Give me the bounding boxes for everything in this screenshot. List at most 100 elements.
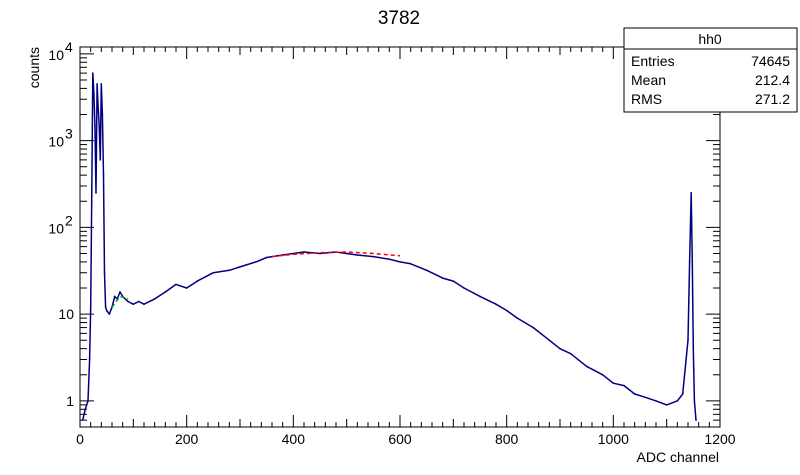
- data-point: [87, 400, 89, 402]
- data-point: [164, 291, 167, 293]
- y-tick-exponent: 3: [65, 126, 73, 142]
- data-point: [105, 309, 108, 312]
- data-point: [505, 309, 508, 312]
- stats-mean-value: 212.4: [755, 72, 790, 88]
- data-point: [612, 382, 615, 384]
- data-point: [303, 251, 305, 253]
- data-point: [113, 295, 116, 298]
- data-point: [623, 384, 625, 387]
- data-point: [100, 83, 103, 85]
- data-point: [137, 300, 140, 303]
- series-layer: [81, 72, 697, 421]
- data-point: [212, 271, 215, 274]
- x-tick-label: 0: [76, 431, 84, 447]
- data-point: [228, 269, 231, 272]
- y-tick-exponent: 4: [65, 39, 73, 55]
- data-point: [409, 263, 412, 265]
- data-point: [665, 404, 668, 406]
- data-point: [319, 252, 321, 255]
- x-tick-label: 800: [495, 431, 519, 447]
- data-point: [185, 287, 188, 289]
- y-tick-label: 10: [58, 306, 74, 322]
- data-point: [687, 339, 689, 342]
- data-point: [633, 393, 636, 395]
- fit-curve: [271, 251, 401, 258]
- data-point: [695, 419, 697, 421]
- y-tick-exponent: 2: [65, 212, 73, 228]
- data-point: [93, 92, 95, 95]
- stats-mean-label: Mean: [631, 72, 666, 88]
- data-point: [99, 159, 102, 161]
- data-point: [97, 105, 99, 107]
- x-tick-label: 600: [388, 431, 412, 447]
- x-tick-label: 400: [282, 431, 306, 447]
- x-tick-label: 1000: [598, 431, 629, 447]
- data-point: [516, 317, 519, 319]
- data-point: [88, 358, 91, 361]
- data-point: [569, 352, 572, 355]
- data-point: [655, 400, 657, 402]
- data-point: [452, 280, 455, 282]
- chart-title: 3782: [378, 8, 420, 29]
- stats-entries-value: 74645: [751, 53, 790, 69]
- y-axis-label: counts: [26, 47, 42, 88]
- data-point: [681, 393, 684, 395]
- data-point: [399, 261, 401, 263]
- data-point: [127, 300, 129, 303]
- data-point: [676, 400, 679, 402]
- data-point: [104, 306, 107, 309]
- data-point: [425, 269, 428, 272]
- stats-rms-label: RMS: [631, 91, 662, 107]
- data-point: [255, 261, 257, 263]
- data-point: [175, 283, 177, 286]
- x-tick-label: 200: [175, 431, 199, 447]
- data-point: [356, 254, 359, 256]
- data-point: [388, 258, 391, 260]
- series-line: [81, 72, 697, 421]
- data-point: [239, 266, 241, 268]
- data-point: [601, 373, 604, 376]
- stats-rms-value: 271.2: [755, 91, 790, 107]
- data-point: [691, 261, 694, 263]
- data-point: [644, 396, 647, 399]
- data-point: [102, 174, 105, 176]
- stats-title: hh0: [698, 31, 722, 47]
- data-point: [96, 83, 98, 85]
- data-point: [92, 72, 94, 74]
- fit-layer: [111, 251, 401, 308]
- data-point: [495, 303, 497, 306]
- data-point: [119, 291, 121, 293]
- data-point: [441, 277, 444, 279]
- data-point: [688, 261, 691, 263]
- data-point: [98, 124, 100, 127]
- data-point: [108, 313, 111, 315]
- data-point: [690, 192, 692, 194]
- x-axis-label: ADC channel: [637, 449, 720, 465]
- data-point: [153, 298, 156, 300]
- data-point: [84, 408, 87, 411]
- x-tick-label: 1200: [704, 431, 735, 447]
- data-point: [132, 303, 135, 306]
- data-point: [103, 271, 106, 274]
- y-tick-label: 10: [48, 134, 64, 150]
- data-point: [345, 252, 348, 255]
- data-point: [95, 192, 97, 194]
- data-point: [532, 326, 535, 329]
- data-point: [693, 400, 696, 402]
- stats-entries-label: Entries: [631, 53, 675, 69]
- data-point: [81, 419, 84, 421]
- data-point: [196, 280, 199, 282]
- data-point: [90, 200, 93, 203]
- data-point: [143, 303, 145, 306]
- data-point: [548, 339, 551, 342]
- data-point: [692, 347, 695, 350]
- data-point: [559, 347, 561, 350]
- stats-box: hh0 Entries 74645 Mean 212.4 RMS 271.2: [623, 27, 798, 113]
- data-point: [265, 256, 268, 259]
- data-point: [585, 365, 588, 368]
- y-tick-label: 1: [66, 393, 74, 409]
- y-tick-label: 10: [48, 47, 64, 63]
- data-point: [94, 124, 96, 127]
